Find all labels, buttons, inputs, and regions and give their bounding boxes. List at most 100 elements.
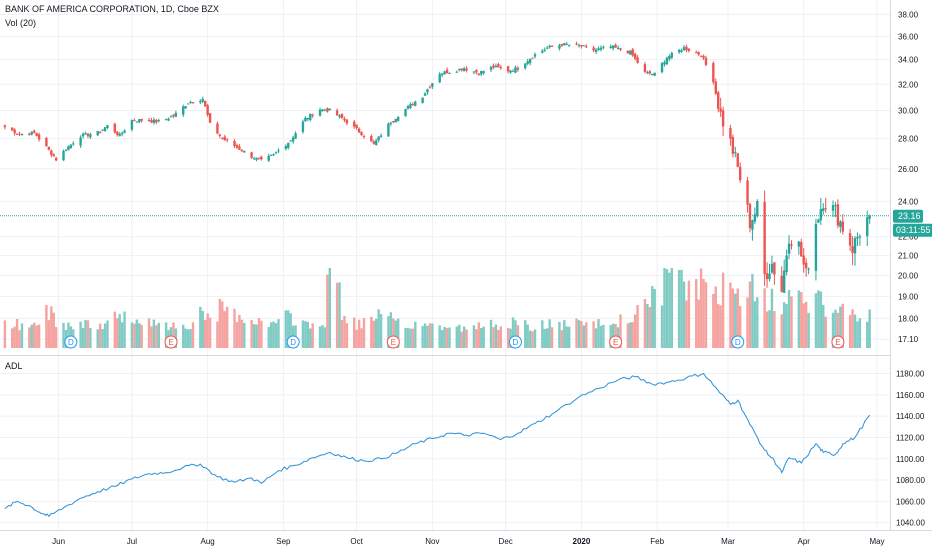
- candle-body: [252, 158, 256, 160]
- volume-bar: [147, 318, 151, 348]
- volume-bar: [699, 268, 703, 348]
- volume-bar: [836, 312, 840, 348]
- candle-body: [157, 120, 160, 122]
- candle-body: [375, 140, 378, 146]
- time-axis[interactable]: Jun Jul Aug Sep Oct Nov Dec 2020 Feb Mar Apr May: [52, 537, 884, 546]
- candle-body: [856, 236, 859, 239]
- candle-body: [548, 45, 551, 48]
- volume-bar: [353, 317, 356, 348]
- candle-body: [804, 262, 808, 269]
- volume-bar: [152, 319, 156, 348]
- candle-body: [223, 136, 226, 141]
- candle-body: [575, 43, 578, 45]
- event-marker-letter: E: [168, 338, 173, 347]
- candle-body: [321, 109, 324, 112]
- candle-body: [101, 129, 104, 131]
- candle-body: [272, 154, 275, 156]
- volume-bar: [748, 281, 752, 348]
- volume-bar: [15, 318, 19, 348]
- volume-bar: [13, 326, 16, 348]
- volume-bar: [756, 297, 759, 348]
- volume-bar: [790, 296, 793, 348]
- adl-indicator-label[interactable]: ADL: [5, 361, 23, 371]
- volume-bar: [753, 301, 757, 348]
- volume-bar: [252, 324, 256, 348]
- candle-body: [629, 50, 632, 55]
- candle-body: [492, 65, 495, 68]
- candle-body: [592, 47, 595, 51]
- volume-bar: [773, 311, 776, 348]
- candle-body: [106, 125, 109, 129]
- candle-body: [445, 69, 449, 74]
- candle-body: [631, 49, 634, 56]
- volume-bar: [360, 328, 363, 348]
- candle-body: [738, 166, 742, 181]
- candle-body: [514, 67, 517, 73]
- volume-bar: [443, 327, 446, 348]
- candle-body: [3, 125, 7, 128]
- candle-body: [822, 208, 825, 212]
- volume-bar: [472, 325, 476, 348]
- chart-title[interactable]: BANK OF AMERICA CORPORATION, 1D, Cboe BZ…: [5, 4, 219, 14]
- volume-bar: [223, 311, 226, 348]
- candle-body: [81, 133, 85, 137]
- volume-bar: [577, 320, 581, 348]
- candle-body: [531, 57, 534, 59]
- price-tick-label: 34.00: [898, 56, 919, 65]
- volume-bar: [191, 322, 195, 348]
- volume-bar: [631, 322, 634, 348]
- candle-body: [208, 113, 212, 123]
- volume-bar: [782, 302, 786, 348]
- time-tick-label: Feb: [650, 537, 664, 546]
- adl-axis[interactable]: 1040.00 1060.00 1080.00 1100.00 1120.00 1140.…: [896, 370, 925, 528]
- volume-bar: [550, 327, 554, 348]
- candle-body: [509, 70, 512, 73]
- adl-tick-label: 1040.00: [896, 519, 925, 528]
- volume-bar: [362, 318, 366, 348]
- volume-bar: [172, 322, 175, 348]
- volume-bar: [208, 317, 212, 348]
- candle-body: [731, 136, 735, 154]
- volume-bar: [533, 329, 537, 348]
- volume-bar: [680, 269, 683, 348]
- candle-body: [721, 110, 725, 127]
- volume-bar: [428, 323, 432, 348]
- volume-bar: [440, 330, 444, 348]
- volume-bar: [856, 321, 859, 348]
- volume-bar: [494, 324, 498, 348]
- price-axis[interactable]: 17.10 18.00 19.00 20.00 21.00 22.00 24.00 26.00…: [898, 10, 919, 344]
- volume-bar: [389, 312, 393, 348]
- candle-body: [585, 46, 588, 48]
- candle-body: [323, 110, 327, 112]
- candle-body: [335, 110, 339, 116]
- candle-body: [636, 57, 639, 64]
- candle-body: [120, 132, 124, 135]
- candle-body: [423, 93, 427, 96]
- candle-body: [563, 43, 566, 46]
- volume-bar: [866, 321, 869, 348]
- candle-body: [243, 151, 246, 153]
- volume-bar: [853, 314, 857, 348]
- candle-body: [756, 201, 759, 216]
- candle-body: [414, 101, 417, 106]
- price-tick-label: 22.00: [898, 233, 919, 242]
- candle-body: [389, 122, 393, 124]
- volume-indicator-label[interactable]: Vol (20): [5, 18, 37, 28]
- candle-body: [18, 133, 21, 135]
- volume-bar: [189, 329, 192, 348]
- volume-bar: [103, 323, 107, 348]
- volume-bar: [318, 326, 322, 348]
- candle-body: [597, 48, 600, 51]
- price-tick-label: 36.00: [898, 32, 919, 41]
- countdown-badge: 03:11:55: [893, 223, 932, 237]
- volume-bar: [563, 320, 566, 348]
- price-tick-label: 26.00: [898, 165, 919, 174]
- volume-bar: [594, 328, 598, 348]
- candle-body: [47, 147, 51, 150]
- candle-body: [98, 132, 102, 134]
- event-marker-letter: E: [613, 338, 618, 347]
- candle-body: [355, 124, 358, 129]
- volume-bar: [423, 323, 427, 348]
- candle-body: [580, 45, 583, 47]
